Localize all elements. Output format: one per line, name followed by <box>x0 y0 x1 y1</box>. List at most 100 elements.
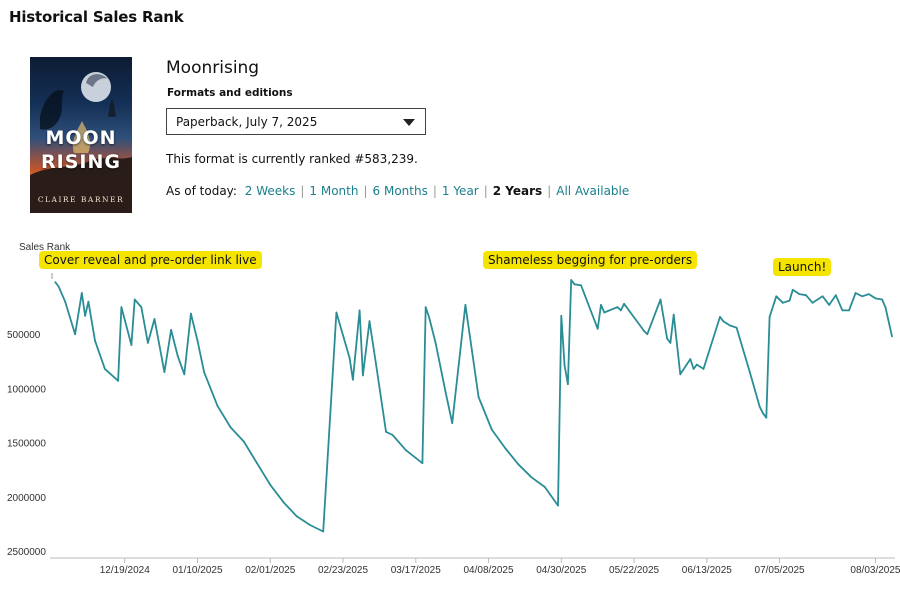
data-point <box>600 304 602 306</box>
data-point <box>190 312 192 315</box>
data-point <box>735 326 738 329</box>
x-tick-label: 04/08/2025 <box>464 565 514 576</box>
data-point <box>666 337 668 340</box>
range-2-years[interactable]: 2 Years <box>492 184 543 198</box>
data-point <box>543 486 546 488</box>
data-point <box>405 449 407 452</box>
sales-rank-chart: Sales Rank 500000 1000000 1500000 2000000 25… <box>7 242 900 576</box>
data-point <box>54 281 57 284</box>
data-point <box>596 327 599 330</box>
data-point <box>841 309 844 312</box>
data-point <box>828 304 831 306</box>
x-tick-label: 06/13/2025 <box>682 565 732 576</box>
data-point <box>84 314 86 317</box>
y-tick-label: 1000000 <box>7 384 46 395</box>
data-point <box>722 320 725 323</box>
data-point <box>791 288 794 291</box>
data-point <box>623 302 625 305</box>
separator: | <box>483 184 488 198</box>
data-point <box>729 324 731 327</box>
data-point <box>242 440 245 443</box>
page-title: Historical Sales Rank <box>9 8 184 26</box>
format-dropdown-value: Paperback, July 7, 2025 <box>176 115 318 129</box>
data-point <box>428 316 430 318</box>
separator: | <box>300 184 305 198</box>
data-point <box>94 339 96 342</box>
data-point <box>669 342 672 344</box>
data-point <box>573 283 576 286</box>
data-point <box>530 476 533 479</box>
data-point <box>368 320 371 323</box>
data-point <box>153 318 156 320</box>
data-point <box>421 462 424 465</box>
data-point <box>848 309 850 312</box>
y-tick-label: 500000 <box>7 330 41 341</box>
data-point <box>758 405 761 408</box>
data-point <box>434 342 437 344</box>
data-point <box>74 333 76 336</box>
separator: | <box>547 184 552 198</box>
data-point <box>322 530 325 533</box>
data-point <box>375 363 377 366</box>
data-point <box>424 306 427 308</box>
data-point <box>358 309 361 312</box>
data-point <box>861 295 864 298</box>
range-all-available[interactable]: All Available <box>556 184 630 198</box>
data-point <box>689 358 692 360</box>
annotation-launch: Launch! <box>773 258 832 276</box>
range-1-year[interactable]: 1 Year <box>441 184 479 198</box>
data-point <box>692 368 695 370</box>
data-point <box>672 313 675 316</box>
x-tick-label: 03/17/2025 <box>391 565 441 576</box>
data-point <box>768 316 771 318</box>
range-1-month[interactable]: 1 Month <box>309 184 359 198</box>
current-rank-text: This format is currently ranked #583,239… <box>166 152 418 166</box>
data-point <box>874 297 877 300</box>
x-tick-label: 01/10/2025 <box>172 565 222 576</box>
data-point <box>775 295 778 298</box>
annotation-preorder-begging: Shameless begging for pre-orders <box>483 251 698 269</box>
data-point <box>269 484 272 486</box>
data-point <box>256 462 258 465</box>
x-tick-label: 08/03/2025 <box>850 565 900 576</box>
annotation-cover-reveal: Cover reveal and pre-order link live <box>39 251 262 269</box>
data-point <box>891 335 893 338</box>
data-point <box>282 501 285 504</box>
x-tick-label: 07/05/2025 <box>755 565 805 576</box>
data-point <box>616 306 619 308</box>
data-point <box>643 330 645 332</box>
data-point <box>884 306 887 308</box>
y-tick-label: 2000000 <box>7 493 46 504</box>
y-tick-label: 1500000 <box>7 439 46 450</box>
data-point <box>567 383 569 385</box>
data-point <box>788 299 791 302</box>
data-point <box>147 342 149 344</box>
x-tick-label: 02/23/2025 <box>318 565 368 576</box>
x-tick-label: 04/30/2025 <box>536 565 586 576</box>
data-point <box>176 355 179 357</box>
data-point <box>805 294 807 297</box>
sales-rank-series-line <box>54 279 893 533</box>
formats-label: Formats and editions <box>167 87 293 99</box>
range-2-weeks[interactable]: 2 Weeks <box>244 184 296 198</box>
data-point <box>183 373 186 376</box>
data-point <box>170 329 173 331</box>
data-point <box>679 373 682 376</box>
range-prefix: As of today: <box>166 184 237 198</box>
data-point <box>444 390 447 393</box>
data-point <box>80 292 83 294</box>
data-point <box>309 524 311 526</box>
format-dropdown[interactable]: Paperback, July 7, 2025 <box>166 108 426 135</box>
data-point <box>133 298 136 301</box>
data-point <box>120 306 123 308</box>
data-point <box>335 311 338 314</box>
data-point <box>570 279 573 281</box>
data-point <box>163 371 166 373</box>
data-point <box>348 357 351 359</box>
data-point <box>477 396 480 398</box>
book-title: Moonrising <box>166 58 260 78</box>
book-cover-image[interactable]: MOON RISING CLAIRE BARNER <box>30 57 132 213</box>
cover-title-line2: RISING <box>41 151 121 173</box>
data-point <box>798 293 801 295</box>
range-6-months[interactable]: 6 Months <box>372 184 428 198</box>
